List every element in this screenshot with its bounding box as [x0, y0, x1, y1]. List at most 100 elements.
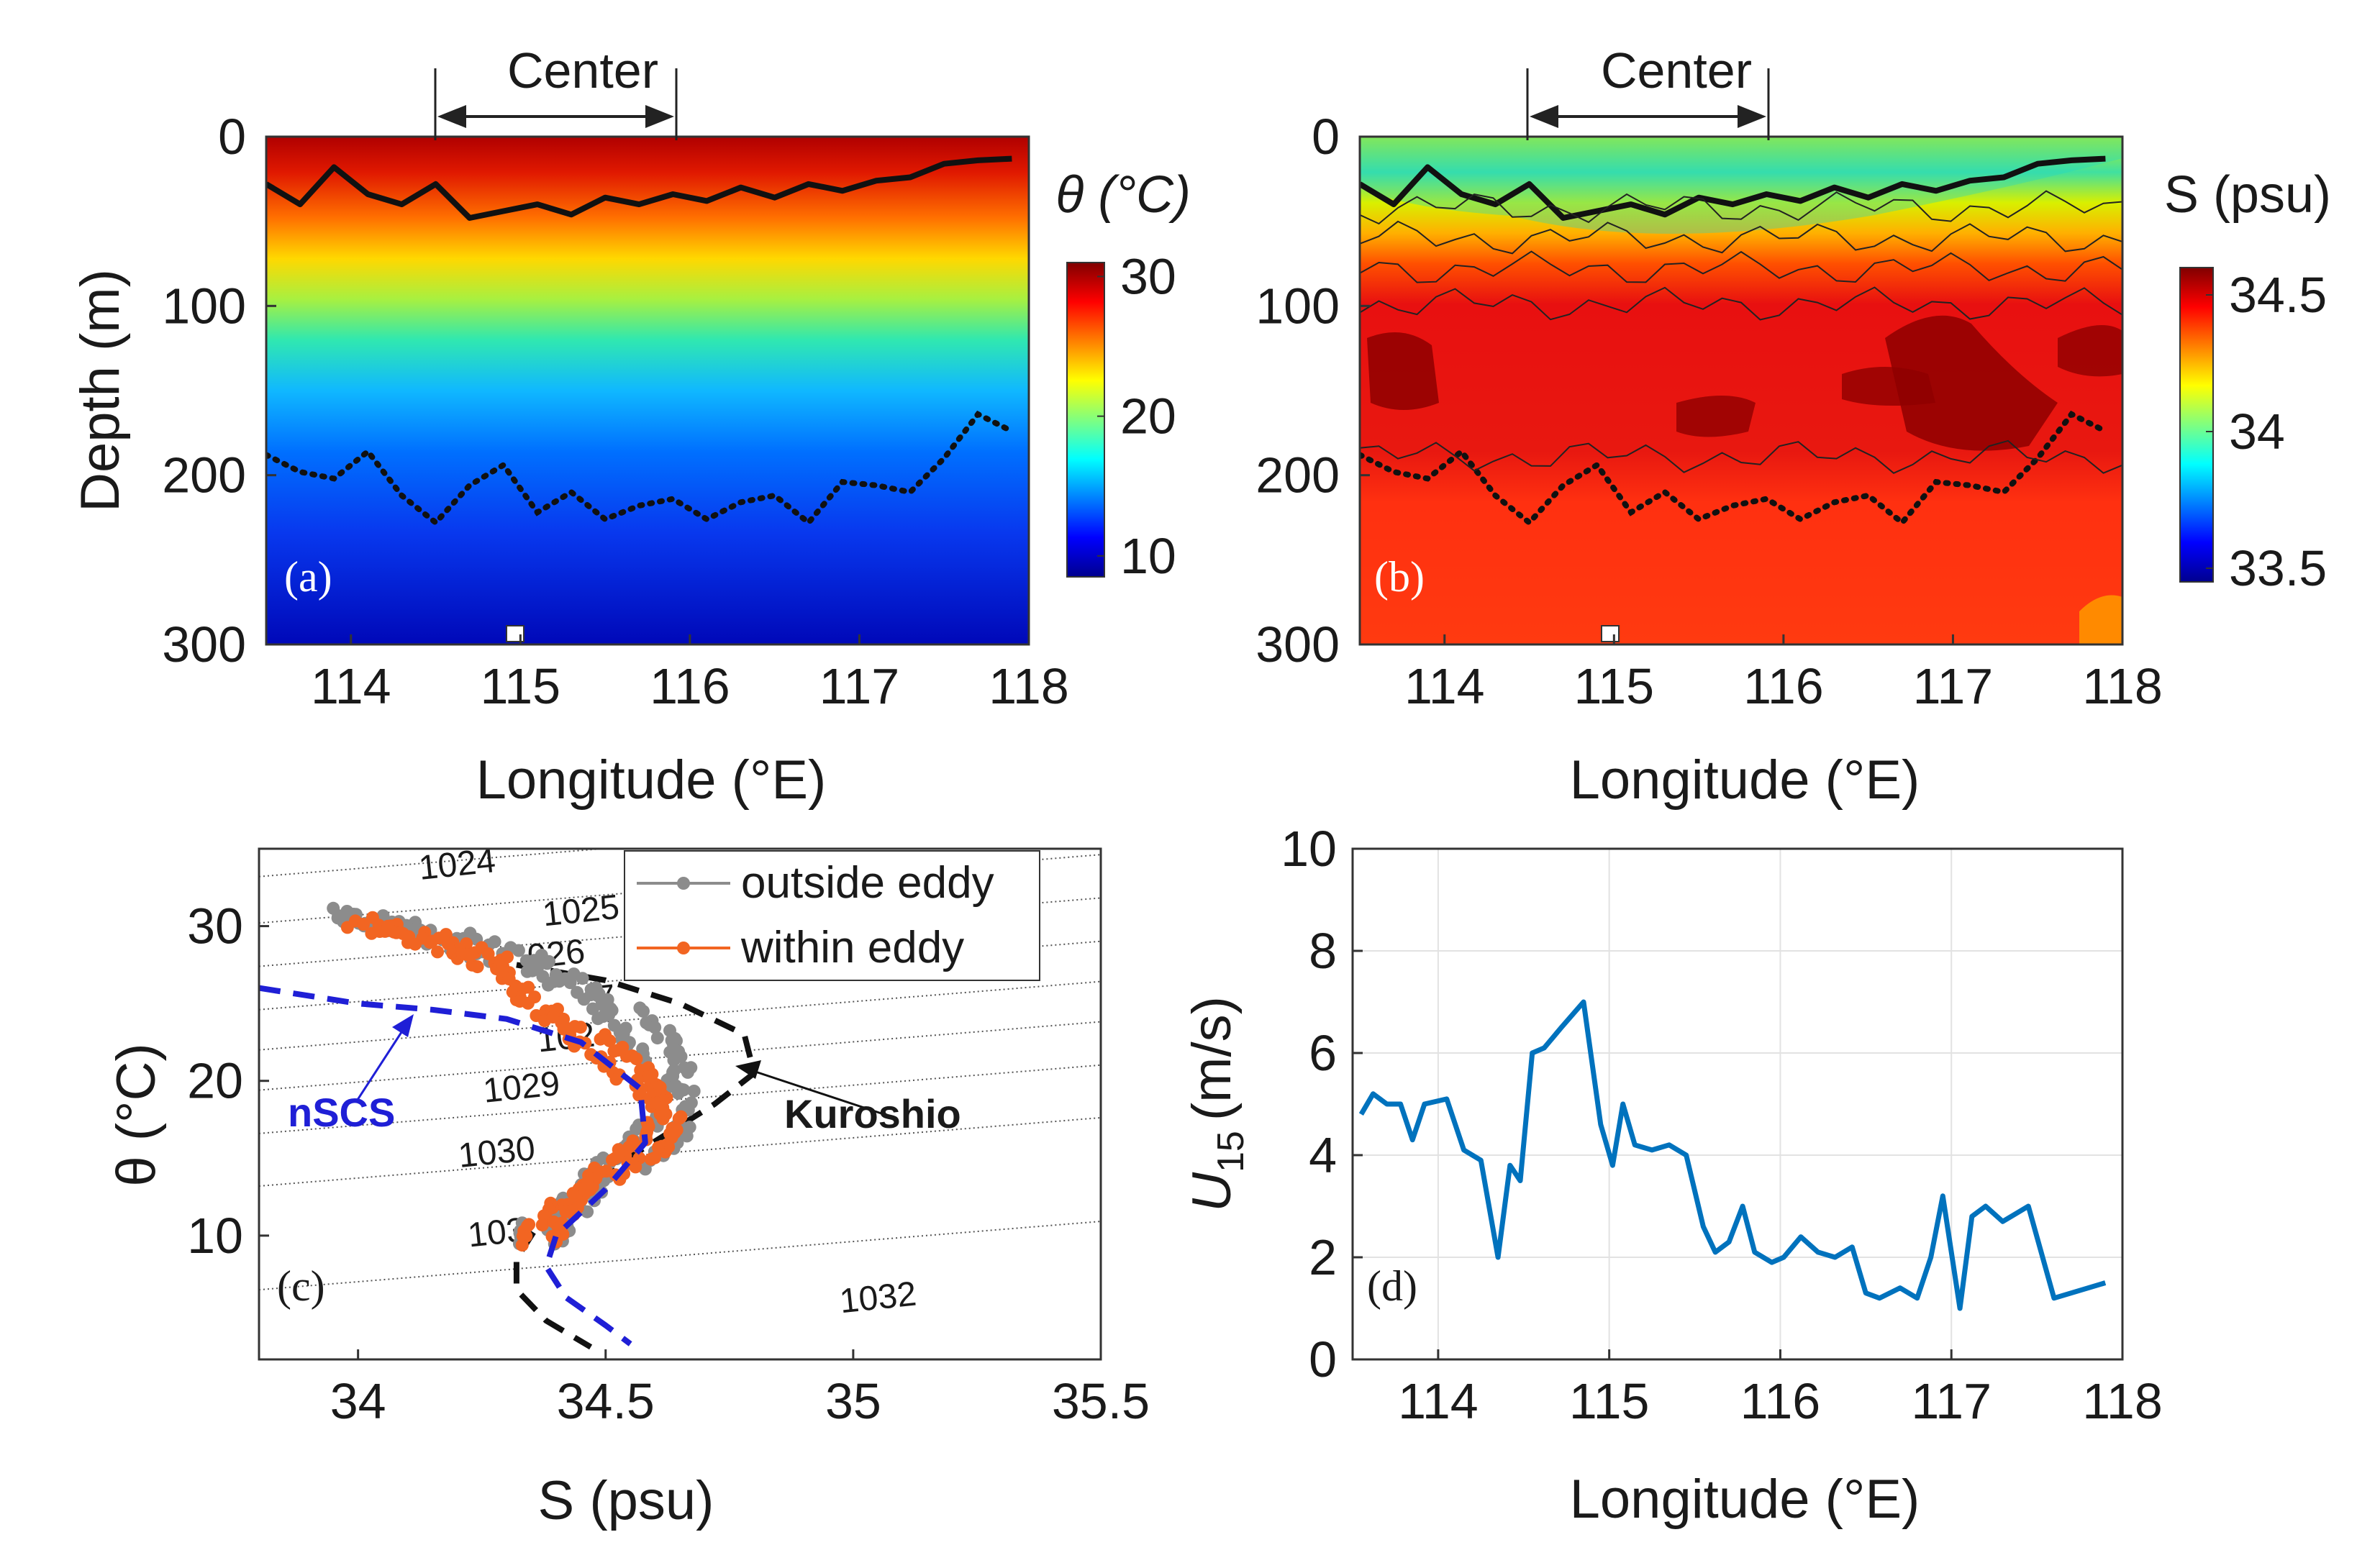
- x-tick-label: 118: [2082, 658, 2163, 714]
- x-tick-label: 35.5: [1052, 1373, 1150, 1429]
- within-eddy-point: [481, 947, 495, 961]
- within-eddy-point: [521, 996, 535, 1010]
- within-eddy-point: [644, 1152, 658, 1166]
- within-eddy-point: [394, 926, 408, 939]
- outside-eddy-point: [553, 975, 566, 988]
- x-tick-label: 117: [1911, 1373, 1992, 1429]
- within-eddy-point: [672, 1112, 686, 1126]
- panel-a-label: (a): [284, 553, 332, 601]
- panel-d-background: [1353, 849, 2122, 1359]
- x-tick-label: 114: [1404, 658, 1485, 714]
- within-eddy-point: [441, 937, 455, 951]
- outside-eddy-point: [586, 1002, 599, 1016]
- nscs-label: nSCS: [288, 1090, 395, 1135]
- x-tick-label: 118: [989, 658, 1069, 714]
- within-eddy-point: [522, 980, 535, 994]
- panel-d-ylabel-units: (m/s): [1181, 996, 1243, 1121]
- outside-eddy-point: [677, 1083, 691, 1097]
- outside-eddy-point: [684, 1061, 698, 1075]
- legend-box: [624, 850, 1040, 981]
- salinity-contour: [1360, 286, 2122, 321]
- x-tick-label: 114: [1398, 1373, 1479, 1429]
- outside-eddy-point: [563, 976, 577, 990]
- thermocline-depth-line: [266, 410, 1015, 527]
- nscs-arrowhead: [392, 1014, 414, 1037]
- y-tick-label: 0: [218, 109, 246, 165]
- panel-d-axes-frame: [1351, 847, 2124, 1361]
- panel-b-colorbar-label: S (psu): [2164, 166, 2331, 224]
- center-arrowhead-left: [437, 105, 466, 128]
- within-eddy-point: [559, 1205, 573, 1218]
- panel-b-label: (b): [1374, 553, 1425, 601]
- panel-a-temperature-section: 114 115 116 117 118 0 100 200 300 (a) Longitude…: [70, 42, 1191, 811]
- salinity-contour: [1360, 220, 2122, 255]
- isopycnal-line: [259, 1021, 1101, 1091]
- x-tick-label: 116: [650, 658, 730, 714]
- x-tick-label: 116: [1743, 658, 1824, 714]
- center-arrowhead-right: [1738, 105, 1766, 128]
- salinity-deep-orange: [2079, 595, 2122, 644]
- panel-a-xlabel: Longitude (°E): [476, 749, 827, 811]
- panel-b-marker: [1601, 625, 1620, 642]
- within-eddy-point: [471, 960, 484, 974]
- panel-a-axes-frame: [265, 135, 1030, 646]
- y-tick-label: 300: [162, 616, 246, 673]
- x-tick-label: 34: [330, 1373, 386, 1429]
- center-arrowhead-left: [1530, 105, 1558, 128]
- y-tick-label: 100: [1255, 278, 1340, 334]
- within-eddy-point: [535, 1218, 549, 1232]
- colorbar-tick-label: 34.5: [2229, 267, 2327, 323]
- salinity-patch: [2058, 325, 2122, 377]
- theta-field: [266, 137, 1029, 644]
- y-tick-label: 10: [187, 1208, 243, 1264]
- y-tick-label: 10: [1281, 821, 1337, 877]
- isopycnal-label: 1025: [541, 888, 622, 934]
- panel-b-colorbar: [2179, 267, 2214, 583]
- y-tick-label: 300: [1255, 616, 1340, 673]
- outside-eddy-point: [674, 1050, 688, 1063]
- salinity-upper-teal-band: [1360, 137, 2122, 234]
- colorbar-tick-label: 34: [2229, 404, 2285, 460]
- panel-c-axes-frame: [258, 847, 1102, 1361]
- panel-b-salinity-section: 114 115 116 117 118 0 100 200 300 (b) Longitude…: [1255, 42, 2331, 811]
- y-tick-label: 200: [162, 447, 246, 503]
- isopycnal-label: 1029: [481, 1065, 562, 1111]
- mixed-layer-depth-line: [1360, 155, 2106, 221]
- within-eddy-point: [460, 948, 474, 962]
- colorbar-tick-label: 30: [1120, 248, 1176, 304]
- thermocline-depth-line: [1360, 410, 2109, 527]
- center-label: Center: [1601, 42, 1752, 99]
- y-tick-label: 0: [1309, 1331, 1337, 1387]
- panel-c-legend: outside eddy within eddy: [624, 850, 1040, 981]
- outside-eddy-point: [512, 944, 525, 957]
- nscs-profile: [259, 985, 648, 1346]
- legend-outside-marker: [677, 877, 690, 890]
- colorbar-tick-label: 33.5: [2229, 540, 2327, 596]
- legend-outside-label: outside eddy: [741, 858, 994, 908]
- outside-eddy-point: [670, 1034, 683, 1047]
- panel-c-ts-diagram: 102410250267102102910301031032 3434.5353…: [106, 847, 1150, 1531]
- y-tick-label: 20: [187, 1053, 243, 1109]
- salinity-contour: [1360, 439, 2122, 474]
- panel-b-axes-frame: [1358, 135, 2124, 646]
- panel-c-xlabel-text: S (psu): [538, 1470, 714, 1531]
- y-tick-label: 4: [1309, 1127, 1337, 1183]
- x-tick-label: 34.5: [557, 1373, 655, 1429]
- isopycnal-line: [259, 980, 1101, 1051]
- panel-c-xlabel: S (psu): [538, 1470, 714, 1531]
- panel-c-ylabel: θ (°C): [106, 1043, 167, 1186]
- x-tick-label: 115: [1569, 1373, 1650, 1429]
- isopycnal-label: 1032: [837, 1275, 918, 1321]
- kuroshio-arrowhead: [735, 1060, 761, 1079]
- outside-eddy-point: [650, 1031, 664, 1045]
- panel-d-u15-line: 114 115 116 117 118 0 2 4 6 8 10 (d) Longitude (°…: [1181, 821, 2163, 1530]
- kuroshio-label: Kuroshio: [784, 1091, 961, 1136]
- salinity-patch: [1885, 315, 2058, 451]
- mixed-layer-depth-line: [266, 155, 1012, 221]
- isopycnal-line: [259, 1116, 1101, 1188]
- y-tick-label: 6: [1309, 1025, 1337, 1081]
- panel-d-ylabel-sub: 15: [1210, 1131, 1252, 1172]
- outside-eddy-point: [648, 1021, 662, 1034]
- salinity-contour: [1360, 250, 2122, 283]
